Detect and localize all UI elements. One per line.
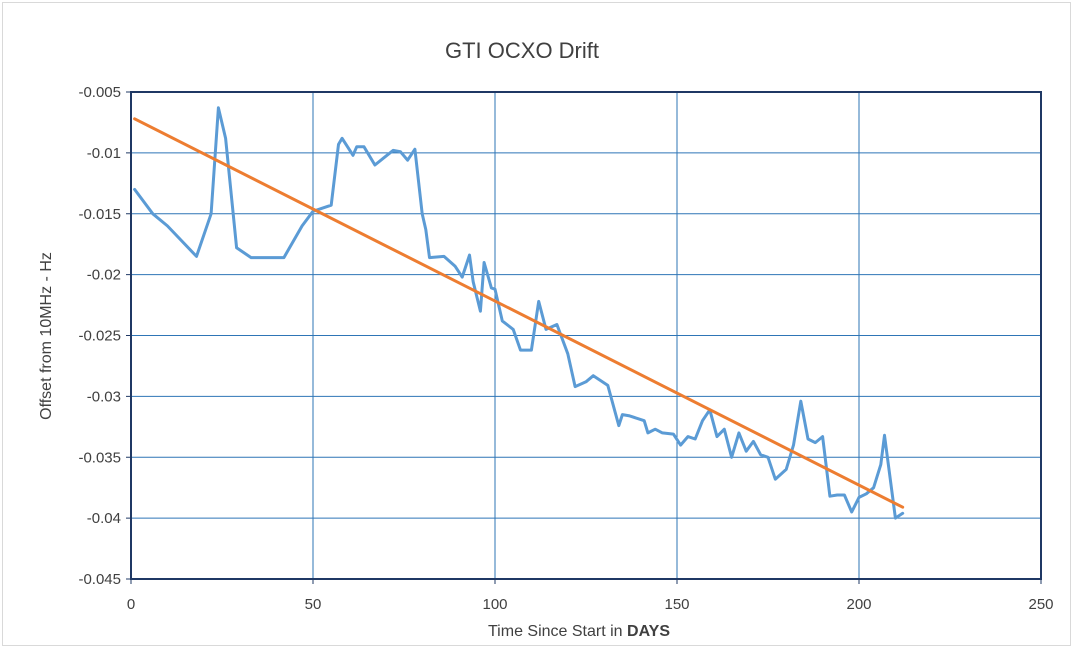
- y-tick-label: -0.04: [87, 510, 121, 527]
- y-tick-label: -0.015: [78, 206, 121, 223]
- x-tick-label: 150: [664, 596, 689, 613]
- x-axis-label-unit: DAYS: [627, 623, 670, 640]
- y-tick-label: -0.01: [87, 145, 121, 162]
- y-tick-label: -0.005: [78, 84, 121, 101]
- series-group: [133, 106, 905, 520]
- y-tick-label: -0.03: [87, 388, 121, 405]
- plot-area: [130, 91, 1042, 580]
- x-tick-labels: 0 50 100 150 200 250: [127, 596, 1054, 613]
- gridlines: [126, 91, 1042, 584]
- x-axis-label-prefix: Time Since Start in: [488, 623, 627, 640]
- data-line: [133, 106, 905, 520]
- y-tick-label: -0.045: [78, 571, 121, 588]
- x-axis-label: Time Since Start in DAYS: [488, 623, 670, 640]
- y-tick-label: -0.035: [78, 449, 121, 466]
- x-tick-label: 250: [1028, 596, 1053, 613]
- y-tick-label: -0.02: [87, 267, 121, 284]
- chart-title: GTI OCXO Drift: [445, 38, 599, 63]
- y-axis-label: Offset from 10MHz - Hz: [38, 252, 55, 420]
- x-tick-label: 0: [127, 596, 135, 613]
- x-tick-label: 100: [482, 596, 507, 613]
- y-tick-label: -0.025: [78, 328, 121, 345]
- x-tick-label: 200: [846, 596, 871, 613]
- trend-line: [133, 117, 905, 509]
- x-tick-label: 50: [305, 596, 322, 613]
- y-tick-labels: -0.005 -0.01 -0.015 -0.02 -0.025 -0.03 -0.035 -…: [78, 84, 121, 588]
